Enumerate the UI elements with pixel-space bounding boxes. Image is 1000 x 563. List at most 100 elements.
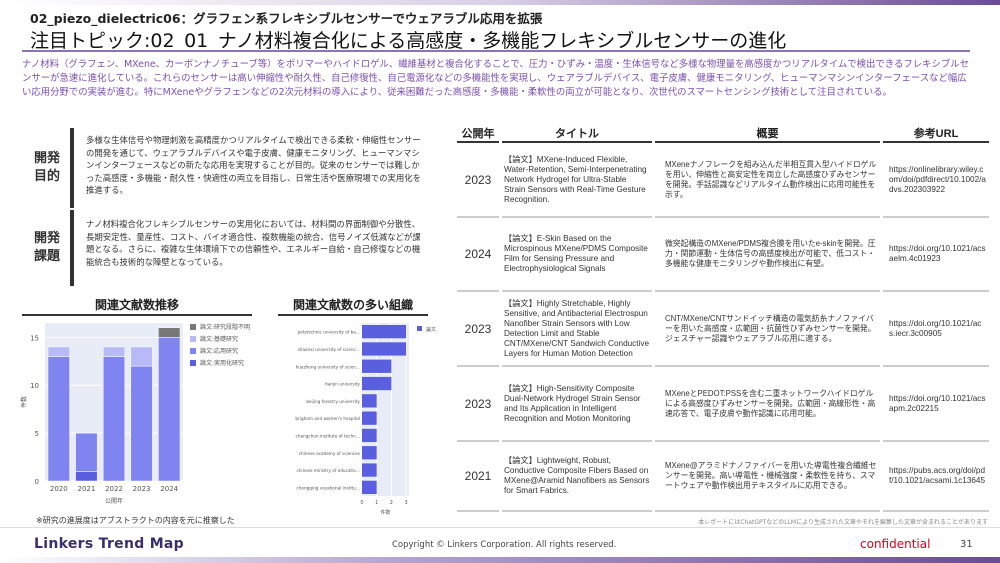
bar	[362, 463, 377, 477]
title-cell: 【論文】Lightweight, Robust, Conductive Comp…	[502, 442, 652, 512]
bar-segment	[130, 346, 153, 367]
x-tick-label: 2024	[160, 485, 178, 493]
top-accent-bar	[0, 0, 1000, 5]
x-tick-label: 2020	[50, 485, 68, 493]
year-cell: 2023	[457, 143, 499, 218]
copyright: Copyright © Linkers Corporation. All rig…	[392, 540, 617, 550]
bar	[362, 359, 392, 373]
x-axis-label: 公開年	[105, 497, 123, 505]
url-cell[interactable]: https://doi.org/10.1021/acs.iecr.3c00905	[883, 292, 989, 367]
x-tick-label: 2022	[105, 485, 123, 493]
y-axis-label: 件数	[20, 396, 28, 408]
brand-logo: Linkers Trend Map	[34, 536, 185, 552]
legend-label: 論文	[426, 326, 436, 333]
x-tick-label: 3	[404, 500, 407, 506]
legend-swatch	[190, 360, 196, 366]
bar-segment	[130, 365, 153, 482]
col-year: 公開年	[457, 126, 499, 143]
title-cell: 【論文】E-Skin Based on the Microspinous MXe…	[502, 218, 652, 292]
org-label: brigham and women's hospital	[295, 416, 360, 421]
org-label: huazhong university of scien…	[296, 364, 360, 369]
org-label: beijing forestry university	[306, 399, 360, 404]
page-subtitle: 02_piezo_dielectric06：グラフェン系フレキシブルセンサーでウ…	[30, 11, 543, 26]
purpose-label: 開発目的	[33, 151, 60, 184]
table-row: 2023 【論文】Highly Stretchable, Highly Sensi…	[457, 292, 989, 367]
summary-cell: 微突起構造のMXene/PDMS複合膜を用いたe-skinを開発。圧力・関節運動…	[655, 218, 880, 292]
org-label: shaanxi university of scienc…	[298, 347, 360, 352]
url-cell[interactable]: https://onlinelibrary.wiley.com/doi/pdfd…	[883, 143, 989, 218]
summary-cell: MXene@アラミドナノファイバーを用いた導電性複合繊維センサーを開発。高い導電…	[655, 442, 880, 512]
col-title: タイトル	[502, 126, 652, 143]
bar	[362, 325, 407, 339]
org-chart: 0 1 2 3 polytechnic university of ba… shaanxi…	[295, 323, 436, 516]
legend-label: 論文:基礎研究	[200, 335, 238, 343]
org-label: tianjin university	[325, 382, 361, 387]
chart-title-trend: 関連文献数推移	[22, 296, 252, 316]
bar	[362, 394, 377, 408]
legend-swatch	[190, 336, 196, 342]
url-cell[interactable]: https://doi.org/10.1021/acsapm.2c02215	[883, 367, 989, 442]
x-axis-label: 件数	[380, 509, 390, 516]
year-cell: 2023	[457, 292, 499, 367]
bar-segment	[75, 432, 98, 472]
bar	[362, 411, 377, 425]
table-row: 2021 【論文】Lightweight, Robust, Conductive …	[457, 442, 989, 512]
purpose-bar	[70, 128, 74, 208]
x-tick-label: 1	[375, 500, 378, 506]
summary-cell: CNT/MXene/CNTサンドイッチ構造の電気紡糸ナノファイバーを用いた高感度…	[655, 292, 880, 367]
title-cell: 【論文】High-Sensitivity Composite Dual-Netw…	[502, 367, 652, 442]
org-label: chinese ministry of educatio…	[296, 468, 360, 473]
org-label: changchun institute of techn…	[296, 433, 360, 438]
legend-swatch	[190, 324, 196, 330]
chart-title-orgs: 関連文献数の多い組織	[278, 296, 428, 316]
y-tick-label: 0	[35, 478, 39, 486]
url-cell[interactable]: https://pubs.acs.org/doi/pdf/10.1021/acs…	[883, 442, 989, 512]
summary-cell: MXeneとPEDOT:PSSを含む二重ネットワークハイドロゲルによる高感度ひず…	[655, 367, 880, 442]
paper-table: 公開年 タイトル 概要 参考URL 2023 【論文】MXene-Induced …	[454, 126, 992, 512]
table-row: 2024 【論文】E-Skin Based on the Microspinous…	[457, 218, 989, 292]
col-summary: 概要	[655, 126, 880, 143]
col-url: 参考URL	[883, 126, 989, 143]
y-tick-label: 10	[30, 382, 39, 390]
bar-segment	[102, 356, 126, 482]
trend-chart: 0 5 10 15 2020 2021 2022 2023 2024 公開年 件数 論文:研究段階不明…	[20, 323, 250, 505]
bar-segment	[102, 346, 126, 357]
bar-segment	[158, 337, 181, 482]
bar	[362, 428, 377, 443]
legend-label: 論文:研究段階不明	[200, 323, 250, 331]
bar	[362, 376, 392, 391]
bar-segment	[75, 471, 98, 482]
year-cell: 2023	[457, 367, 499, 442]
chart-note: ※研究の進展度はアブストラクトの内容を元に推察した	[36, 516, 235, 525]
y-tick-label: 5	[35, 430, 39, 438]
llm-disclaimer: 本レポートにはChatGPTなどのLLMにより生成された文章やそれを編集した文章…	[698, 519, 988, 526]
y-tick-label: 15	[30, 334, 39, 342]
year-cell: 2024	[457, 218, 499, 292]
x-tick-label: 2021	[77, 485, 95, 493]
bar-segment	[47, 356, 70, 482]
table-row: 2023 【論文】MXene-Induced Flexible, Water-Re…	[457, 143, 989, 218]
title-cell: 【論文】MXene-Induced Flexible, Water-Retent…	[502, 143, 652, 218]
footer-divider	[0, 527, 1000, 528]
challenge-bar	[70, 210, 74, 286]
x-tick-label: 0	[360, 500, 363, 506]
confidential-label: confidential	[860, 537, 931, 551]
year-cell: 2021	[457, 442, 499, 512]
bar	[362, 446, 377, 460]
bar	[362, 480, 377, 494]
legend-label: 論文:応用研究	[200, 347, 238, 355]
bar-segment	[47, 346, 70, 357]
topic-summary: ナノ材料（グラフェン、MXene、カーボンナノチューブ等）をポリマーやハイドロゲ…	[22, 59, 969, 98]
x-tick-label: 2	[390, 500, 393, 506]
org-label: polytechnic university of ba…	[298, 330, 360, 335]
title-divider	[22, 50, 970, 52]
url-cell[interactable]: https://doi.org/10.1021/acsaelm.4c01923	[883, 218, 989, 292]
page-title: 注目トピック:02_01_ナノ材料複合化による高感度・多機能フレキシブルセンサー…	[30, 30, 787, 52]
challenge-label: 開発課題	[33, 231, 60, 264]
page-number: 31	[960, 539, 973, 550]
challenge-text: ナノ材料複合化フレキシブルセンサーの実用化においては、材料間の界面制御や分散性、…	[86, 219, 421, 267]
legend-swatch	[190, 348, 196, 354]
summary-cell: MXeneナノフレークを組み込んだ半相互貫入型ハイドロゲルを用い、伸縮性と高安定…	[655, 143, 880, 218]
bottom-accent-bar	[0, 557, 1000, 563]
bar	[362, 342, 407, 356]
